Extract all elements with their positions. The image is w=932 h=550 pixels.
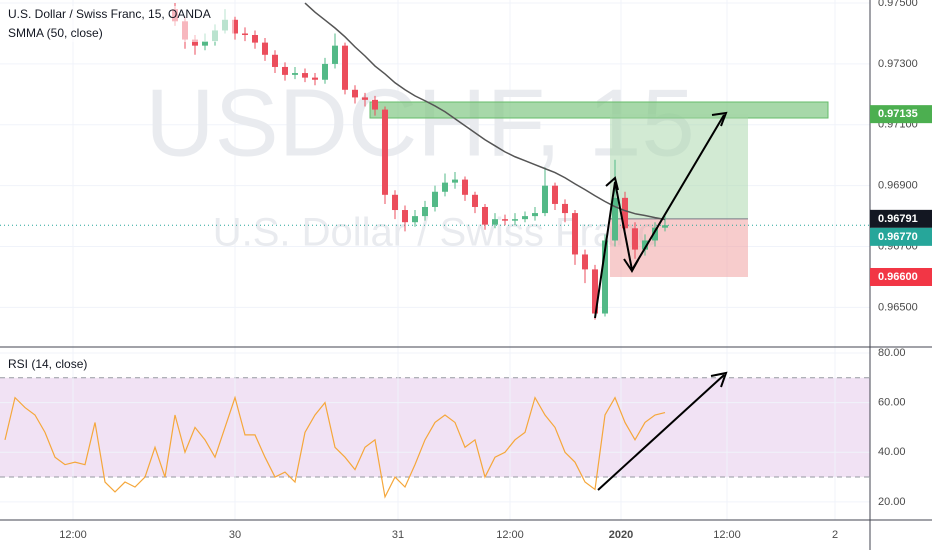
candle-body	[392, 194, 398, 211]
candle-body	[462, 179, 468, 195]
y-tick-label: 20.00	[878, 496, 906, 508]
candle-body	[472, 194, 478, 207]
symbol-title: U.S. Dollar / Swiss Franc, 15, OANDA	[8, 7, 211, 21]
candle-body	[632, 228, 638, 250]
candle-body	[532, 213, 538, 217]
candle-body	[332, 45, 338, 64]
price-badge	[870, 227, 932, 246]
y-tick-label: 60.00	[878, 397, 906, 409]
candle-body	[422, 206, 428, 217]
y-tick-label: 0.97500	[878, 0, 918, 9]
candle-body	[582, 254, 588, 270]
price-badge-label: 0.96600	[878, 271, 918, 283]
candle-body	[602, 240, 608, 314]
x-tick-label: 30	[229, 529, 241, 541]
x-tick-label: 31	[392, 529, 404, 541]
candle-body	[612, 197, 618, 241]
x-tick-label: 12:00	[496, 529, 524, 541]
candle-body	[272, 54, 278, 67]
candle-body	[252, 35, 258, 43]
candle-body	[202, 41, 208, 46]
candle-body	[432, 191, 438, 207]
candle-body	[192, 39, 198, 46]
candle-body	[482, 206, 488, 225]
rsi-band	[0, 377, 870, 478]
candle-body	[662, 225, 668, 228]
candle-body	[492, 219, 498, 225]
candle-body	[312, 77, 318, 80]
smma-line	[304, 2, 666, 221]
price-arrow	[594, 114, 725, 319]
candle-body	[522, 216, 528, 220]
candle-body	[372, 99, 378, 110]
candle-body	[592, 269, 598, 314]
target-zone	[610, 114, 748, 219]
y-tick-label: 80.00	[878, 347, 906, 359]
candle-body	[402, 210, 408, 223]
candle-body	[302, 73, 308, 78]
price-badge-label: 0.96791	[878, 213, 918, 225]
candle-body	[572, 213, 578, 255]
resistance-zone	[369, 101, 829, 119]
watermark-sub: U.S. Dollar / Swiss Franc	[213, 211, 658, 255]
x-tick-label: 2020	[609, 529, 633, 541]
watermark: USDCHF, 15	[145, 69, 694, 176]
y-tick-label: 0.97300	[878, 58, 918, 70]
candle-body	[512, 219, 518, 221]
y-tick-label: 0.96900	[878, 180, 918, 192]
candle-body	[642, 240, 648, 250]
candle-body	[262, 42, 268, 55]
candle-body	[412, 216, 418, 223]
candle-body	[322, 63, 328, 80]
x-tick-label: 12:00	[713, 529, 741, 541]
candle-body	[362, 97, 368, 100]
price-badge-label: 0.96770	[878, 231, 918, 243]
candle-body	[502, 219, 508, 221]
rsi-line	[4, 395, 666, 499]
x-tick-label: 12:00	[59, 529, 87, 541]
candle-body	[452, 179, 458, 183]
arrow-heads	[605, 111, 728, 273]
candle-body	[442, 182, 448, 192]
rsi-arrow-head	[710, 371, 728, 388]
legend-bg	[4, 6, 234, 42]
candle-body	[542, 185, 548, 214]
price-badge	[870, 209, 932, 228]
x-tick-label: 2	[832, 529, 838, 541]
candle-body	[652, 227, 658, 241]
candle-body	[292, 73, 298, 75]
candle-body	[232, 19, 238, 34]
annotation-arrows	[594, 111, 728, 491]
y-tick-label: 0.96500	[878, 301, 918, 313]
candle-body	[242, 33, 248, 36]
y-tick-label: 40.00	[878, 446, 906, 458]
candle-body	[352, 89, 358, 98]
rsi-arrow	[597, 374, 725, 491]
price-badge	[870, 267, 932, 286]
candle-body	[552, 185, 558, 204]
candle-body	[622, 197, 628, 229]
rsi-legend: RSI (14, close)	[8, 357, 87, 371]
candle-body	[282, 66, 288, 75]
smma-legend: SMMA (50, close)	[8, 26, 103, 40]
price-badge	[870, 105, 932, 124]
candle-body	[382, 109, 388, 195]
marks	[0, 2, 870, 499]
price-badge-label: 0.97135	[878, 108, 918, 120]
candle-body	[562, 203, 568, 214]
candle-body	[342, 45, 348, 90]
